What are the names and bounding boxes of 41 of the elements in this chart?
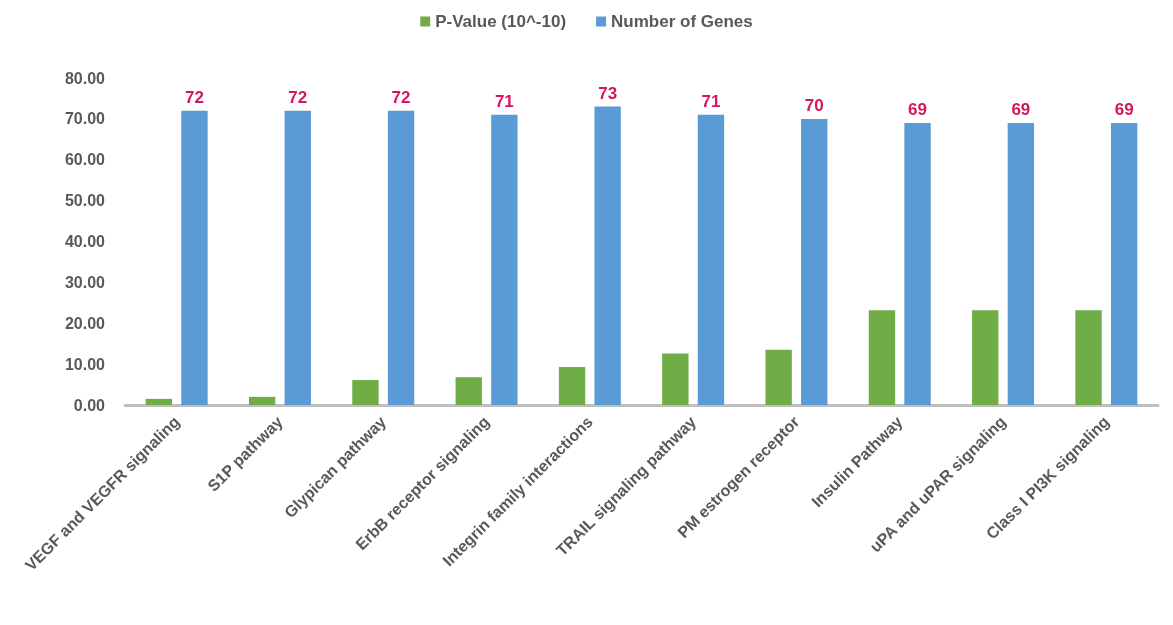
y-tick-label: 20.00: [64, 314, 106, 332]
y-tick-label: 60.00: [64, 151, 106, 169]
y-tick-label: 0.00: [73, 396, 106, 414]
data-label: 69: [908, 99, 928, 119]
y-tick-label: 10.00: [64, 355, 106, 373]
bar: [558, 366, 586, 405]
bar: [284, 110, 311, 405]
data-label: 70: [804, 95, 824, 115]
bar: [248, 396, 276, 405]
bar: [801, 118, 828, 405]
bar: [491, 114, 518, 405]
data-label: 71: [494, 91, 514, 111]
bar: [1007, 122, 1035, 405]
data-label: 72: [184, 87, 204, 107]
data-label: 71: [701, 91, 721, 111]
data-label: 73: [598, 83, 618, 103]
legend-label: P-Value (10^-10): [435, 12, 567, 31]
bar: [904, 122, 931, 405]
y-tick-label: 80.00: [64, 69, 106, 87]
bar: [697, 114, 725, 405]
bar: [972, 310, 999, 405]
y-tick-label: 40.00: [64, 233, 106, 250]
bar: [868, 310, 896, 405]
y-tick-label: 70.00: [64, 110, 106, 128]
bar: [594, 106, 621, 405]
data-label: 72: [391, 87, 411, 107]
y-tick-label: 30.00: [64, 273, 106, 291]
bar: [145, 398, 173, 405]
bar: [1110, 122, 1138, 405]
bar: [455, 377, 482, 405]
data-label: 69: [1114, 99, 1134, 119]
bar: [662, 353, 689, 405]
bar: [1075, 310, 1102, 405]
legend-label: Number of Genes: [611, 12, 753, 31]
data-label: 72: [288, 87, 308, 107]
y-tick-label: 50.00: [64, 192, 106, 210]
bar: [352, 380, 379, 405]
bar: [765, 349, 792, 405]
data-label: 69: [1011, 99, 1031, 119]
bar: [181, 110, 208, 405]
bar: [387, 110, 415, 405]
